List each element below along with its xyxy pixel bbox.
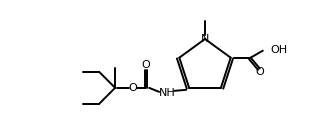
Text: O: O [129,83,137,93]
Text: N: N [201,34,209,44]
Text: OH: OH [271,45,288,55]
Text: NH: NH [159,88,175,98]
Text: O: O [255,67,264,77]
Text: O: O [142,60,150,70]
